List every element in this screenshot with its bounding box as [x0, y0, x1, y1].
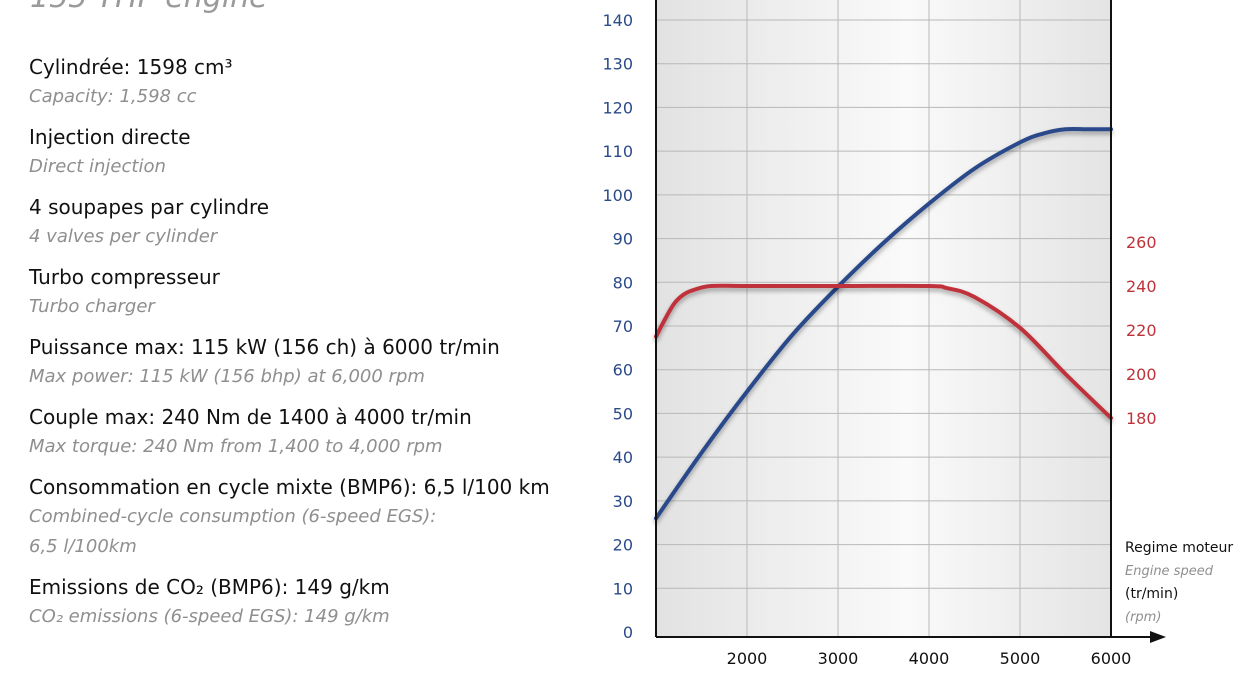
spec-label-en: Max power: 115 kW (156 bhp) at 6,000 rpm — [29, 366, 425, 387]
x-tick-label: 3000 — [818, 649, 859, 668]
y-right-tick-label: 240 — [1126, 277, 1157, 296]
torque-curve — [654, 283, 1113, 420]
spec-label-fr: Injection directe — [29, 125, 191, 149]
spec-item: Consommation en cycle mixte (BMP6): 6,5 … — [29, 472, 589, 562]
tick-labels: 0 10 20 30 40 50 60 70 80 90 100 110 120 130 140 2000 30… — [602, 11, 1156, 668]
x-tick-label: 5000 — [1000, 649, 1041, 668]
spec-item: Emissions de CO₂ (BMP6): 149 g/km CO₂ em… — [29, 572, 589, 632]
y-left-tick-label: 120 — [602, 98, 633, 117]
spec-item: Turbo compresseur Turbo charger — [29, 262, 589, 322]
y-left-tick-label: 90 — [613, 230, 633, 249]
spec-item: Puissance max: 115 kW (156 ch) à 6000 tr… — [29, 332, 589, 392]
x-axis-arrow — [1150, 631, 1166, 643]
x-tick-label: 4000 — [909, 649, 950, 668]
y-right-tick-label: 180 — [1126, 409, 1157, 428]
engine-title: 155 THP engine — [30, 0, 268, 15]
y-left-tick-label: 10 — [613, 579, 633, 598]
x-axis-label-fr: Regime moteur — [1125, 540, 1233, 556]
x-axis-label-en: Engine speed — [1125, 564, 1214, 579]
spec-label-fr: Puissance max: 115 kW (156 ch) à 6000 tr… — [29, 335, 500, 359]
spec-item: Couple max: 240 Nm de 1400 à 4000 tr/min… — [29, 402, 589, 462]
spec-label-en: Turbo charger — [29, 296, 155, 317]
y-right-tick-label: 200 — [1126, 365, 1157, 384]
y-left-tick-label: 30 — [613, 492, 633, 511]
y-left-tick-label: 100 — [602, 186, 633, 205]
x-tick-label: 6000 — [1091, 649, 1132, 668]
spec-label-fr: Consommation en cycle mixte (BMP6): 6,5 … — [29, 475, 550, 499]
spec-label-en: 4 valves per cylinder — [29, 226, 218, 247]
y-left-tick-label: 70 — [613, 317, 633, 336]
y-left-tick-label: 0 — [623, 623, 633, 642]
x-axis-unit-fr: (tr/min) — [1125, 586, 1178, 602]
y-left-tick-label: 110 — [602, 142, 633, 161]
spec-label-en: Direct injection — [29, 156, 166, 177]
y-left-tick-label: 140 — [602, 11, 633, 30]
spec-label-fr: Couple max: 240 Nm de 1400 à 4000 tr/min — [29, 405, 472, 429]
spec-item: Injection directe Direct injection — [29, 122, 589, 182]
spec-item: 4 soupapes par cylindre 4 valves per cyl… — [29, 192, 589, 252]
y-left-tick-label: 40 — [613, 448, 633, 467]
spec-label-fr: 4 soupapes par cylindre — [29, 195, 270, 219]
y-right-tick-label: 260 — [1126, 233, 1157, 252]
spec-label-fr: Turbo compresseur — [29, 265, 220, 289]
y-right-tick-label: 220 — [1126, 321, 1157, 340]
x-tick-label: 2000 — [727, 649, 768, 668]
spec-label-fr: Emissions de CO₂ (BMP6): 149 g/km — [29, 575, 390, 599]
curves — [654, 126, 1113, 521]
spec-label-fr: Cylindrée: 1598 cm³ — [29, 55, 233, 79]
spec-label-en: Combined-cycle consumption (6-speed EGS)… — [29, 506, 437, 557]
spec-list: Cylindrée: 1598 cm³ Capacity: 1,598 cc I… — [29, 52, 589, 642]
y-left-tick-label: 60 — [613, 361, 633, 380]
power-curve — [654, 126, 1113, 521]
spec-label-en: Max torque: 240 Nm from 1,400 to 4,000 r… — [29, 436, 443, 457]
y-left-tick-label: 80 — [613, 273, 633, 292]
plot-area — [656, 0, 1111, 637]
y-left-tick-label: 130 — [602, 55, 633, 74]
spec-label-en: CO₂ emissions (6-speed EGS): 149 g/km — [29, 606, 390, 627]
x-axis-unit-en: (rpm) — [1125, 610, 1161, 625]
spec-label-en: Capacity: 1,598 cc — [29, 86, 197, 107]
y-left-tick-label: 20 — [613, 536, 633, 555]
spec-item: Cylindrée: 1598 cm³ Capacity: 1,598 cc — [29, 52, 589, 112]
y-left-tick-label: 50 — [613, 404, 633, 423]
